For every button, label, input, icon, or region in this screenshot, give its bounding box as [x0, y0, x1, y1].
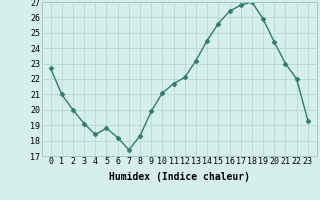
- X-axis label: Humidex (Indice chaleur): Humidex (Indice chaleur): [109, 172, 250, 182]
